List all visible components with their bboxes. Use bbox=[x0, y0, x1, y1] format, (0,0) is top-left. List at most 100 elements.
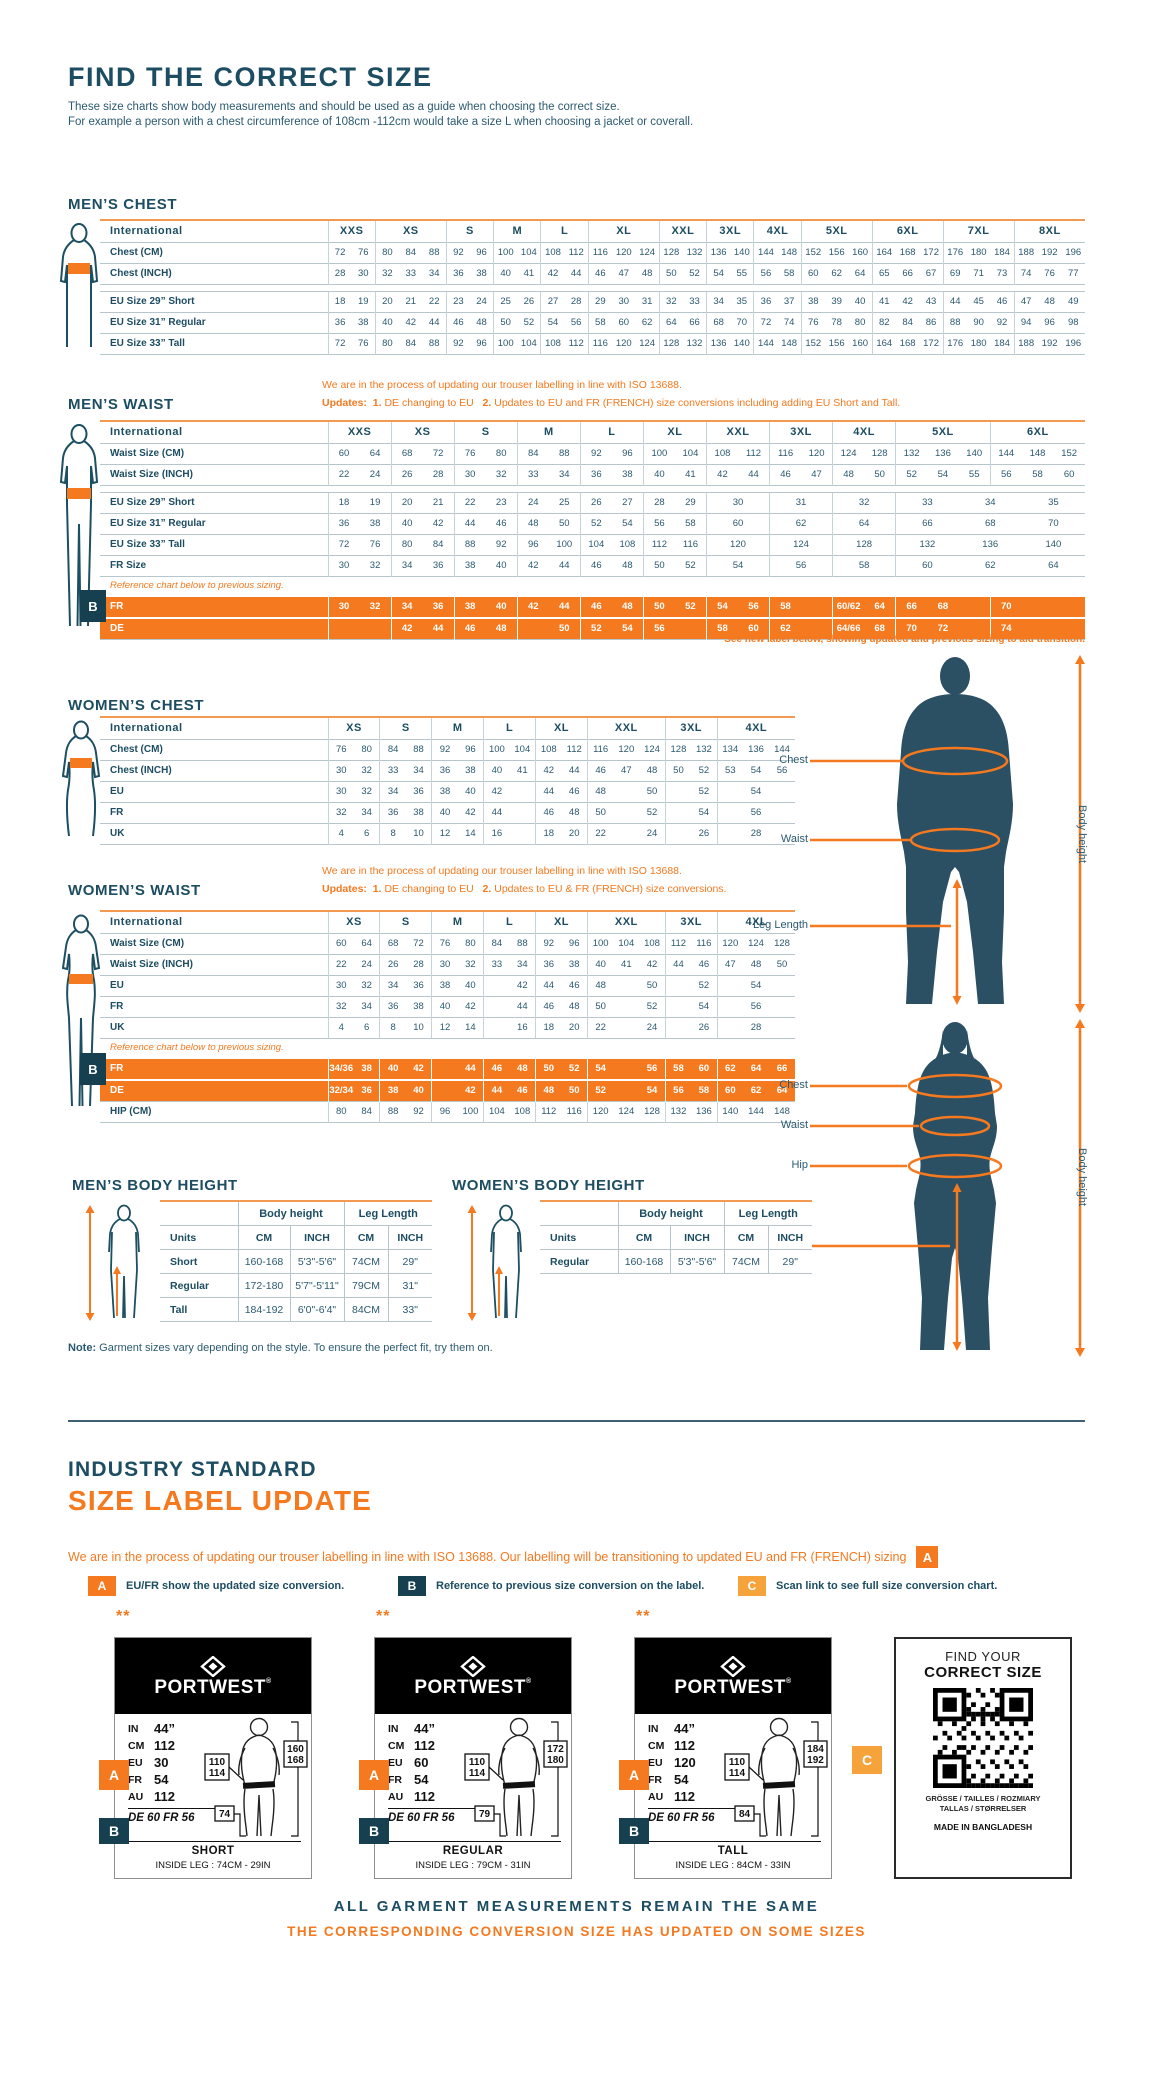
size-cell bbox=[768, 802, 795, 824]
size-cell: 35 bbox=[1021, 492, 1085, 514]
size-header: XL bbox=[587, 220, 660, 243]
size-cell: 92 bbox=[431, 739, 458, 761]
row-label: EU Size 31” Regular bbox=[100, 513, 329, 535]
size-cell bbox=[613, 1017, 640, 1039]
size-cell bbox=[1021, 595, 1054, 618]
table-gap bbox=[100, 284, 1086, 292]
size-cell: 50 bbox=[548, 617, 581, 640]
size-cell: 188 bbox=[1013, 333, 1038, 355]
size-cell: 32 bbox=[327, 802, 354, 824]
man-waist-label: Waist bbox=[780, 833, 808, 845]
size-cell: 60 bbox=[705, 513, 770, 535]
size-header: XS bbox=[327, 911, 380, 934]
size-cell: 100 bbox=[483, 739, 510, 761]
size-cell: 26 bbox=[691, 823, 718, 845]
size-cell: 180 bbox=[966, 333, 991, 355]
size-cell: 128 bbox=[664, 739, 692, 761]
size-cell: 100 bbox=[457, 1101, 484, 1123]
size-cell: 40 bbox=[485, 595, 518, 618]
bh-value: 160-168 bbox=[237, 1249, 291, 1274]
size-cell: 62 bbox=[824, 263, 849, 285]
size-header: S bbox=[379, 717, 432, 740]
size-cell: 100 bbox=[642, 443, 675, 465]
size-cell: 42 bbox=[516, 555, 549, 577]
size-cell: 24 bbox=[469, 291, 494, 313]
size-cell: 50 bbox=[639, 975, 666, 997]
bh-group-header: Body height bbox=[237, 1200, 345, 1226]
portwest-logo-text: PORTWEST® bbox=[154, 1676, 272, 1698]
size-cell: 36 bbox=[431, 760, 458, 782]
size-cell: 47 bbox=[716, 954, 744, 976]
label-size-row: FR 54 bbox=[648, 1772, 689, 1787]
size-cell: 132 bbox=[895, 443, 928, 465]
badge-a: A bbox=[619, 1760, 649, 1790]
size-cell: 144 bbox=[743, 1101, 769, 1123]
updated-label-stars: ** bbox=[636, 1608, 651, 1625]
size-cell: 46 bbox=[485, 513, 518, 535]
size-cell: 44 bbox=[483, 802, 510, 824]
size-cell: 34 bbox=[379, 975, 406, 997]
size-cell: 38 bbox=[351, 312, 376, 334]
row-label: EU bbox=[100, 781, 329, 803]
size-cell bbox=[1053, 617, 1085, 640]
size-cell: 68 bbox=[958, 513, 1022, 535]
size-cell: 42 bbox=[457, 996, 484, 1018]
size-cell: 104 bbox=[509, 739, 536, 761]
size-cell bbox=[768, 781, 795, 803]
size-header: M bbox=[431, 717, 484, 740]
size-cell: 80 bbox=[457, 933, 484, 955]
label-figure-diagram: 110 114 160 168 74 bbox=[203, 1714, 309, 1849]
womens-body-height-heading: WOMEN’S BODY HEIGHT bbox=[452, 1177, 645, 1194]
size-cell: 128 bbox=[658, 333, 683, 355]
row-label: EU Size 33” Tall bbox=[100, 333, 328, 355]
size-header: XL bbox=[642, 421, 707, 444]
size-cell: 140 bbox=[716, 1101, 744, 1123]
size-cell: 72 bbox=[927, 617, 959, 640]
size-cell: 12 bbox=[431, 823, 458, 845]
size-cell: 54 bbox=[706, 263, 731, 285]
size-cell: 32 bbox=[457, 954, 484, 976]
size-cell: 84 bbox=[379, 739, 406, 761]
size-cell: 96 bbox=[469, 242, 494, 264]
size-cell: 152 bbox=[1053, 443, 1085, 465]
size-cell: 44 bbox=[509, 996, 536, 1018]
size-cell: 116 bbox=[587, 333, 612, 355]
update-note-line1: We are in the process of updating our tr… bbox=[322, 379, 682, 391]
size-cell: 56 bbox=[639, 1057, 666, 1080]
size-cell: 88 bbox=[422, 242, 447, 264]
size-cell: 58 bbox=[769, 595, 802, 618]
size-cell: 92 bbox=[579, 443, 612, 465]
size-cell: 88 bbox=[453, 534, 486, 556]
size-cell: 56 bbox=[743, 802, 769, 824]
first-column-header: International bbox=[110, 426, 183, 438]
size-header: 3XL bbox=[664, 911, 718, 934]
size-cell: 42 bbox=[405, 1057, 432, 1080]
units-label: Units bbox=[160, 1225, 239, 1250]
size-cell: 120 bbox=[611, 242, 636, 264]
size-header: XL bbox=[535, 717, 588, 740]
size-cell: 80 bbox=[848, 312, 873, 334]
size-header: 4XL bbox=[832, 421, 896, 444]
size-cell: 44 bbox=[664, 954, 692, 976]
mens-waist-update-note: We are in the process of updating our tr… bbox=[322, 376, 900, 412]
row-label: DE bbox=[100, 617, 329, 640]
size-cell: 34 bbox=[353, 996, 380, 1018]
size-cell: 46 bbox=[579, 555, 612, 577]
size-cell: 56 bbox=[737, 595, 770, 618]
size-cell: 8 bbox=[379, 823, 406, 845]
fit-name: SHORT bbox=[191, 1845, 235, 1857]
size-cell bbox=[716, 975, 744, 997]
size-cell: 38 bbox=[469, 263, 494, 285]
mens-body-height-table: Body height Leg Length Units CM INCH CM INCH Sh… bbox=[160, 1200, 432, 1322]
size-cell: 20 bbox=[390, 492, 423, 514]
woman-hip-label: Hip bbox=[791, 1159, 808, 1171]
size-cell: 14 bbox=[457, 823, 484, 845]
size-cell: 33 bbox=[379, 760, 406, 782]
size-cell: 54 bbox=[611, 513, 644, 535]
size-header: 4XL bbox=[753, 220, 802, 243]
size-cell: 32 bbox=[485, 464, 518, 486]
size-cell: 44 bbox=[942, 291, 967, 313]
size-cell: 96 bbox=[1037, 312, 1062, 334]
size-cell: 80 bbox=[390, 534, 423, 556]
label-size-row: AU 112 bbox=[388, 1789, 435, 1804]
